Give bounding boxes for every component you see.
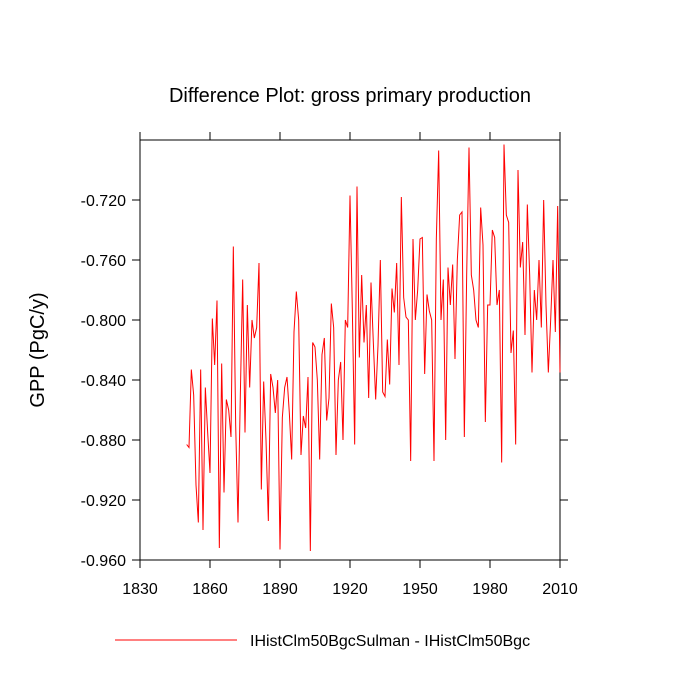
y-tick-label: -0.840 <box>81 373 126 390</box>
y-tick-label: -0.920 <box>81 493 126 510</box>
x-tick-label: 2010 <box>542 581 578 598</box>
x-tick-label: 1920 <box>332 581 368 598</box>
x-tick-label: 1860 <box>192 581 228 598</box>
y-axis-label: GPP (PgC/y) <box>27 292 49 407</box>
chart-title: Difference Plot: gross primary productio… <box>169 85 531 107</box>
data-line <box>186 144 561 552</box>
legend-label: IHistClm50BgcSulman - IHistClm50Bgc <box>250 633 530 650</box>
x-tick-label: 1830 <box>122 581 158 598</box>
y-tick-label: -0.880 <box>81 433 126 450</box>
x-tick-label: 1890 <box>262 581 298 598</box>
y-tick-label: -0.720 <box>81 193 126 210</box>
y-tick-label: -0.960 <box>81 553 126 570</box>
y-tick-label: -0.800 <box>81 313 126 330</box>
y-tick-label: -0.760 <box>81 253 126 270</box>
x-tick-label: 1950 <box>402 581 438 598</box>
x-tick-label: 1980 <box>472 581 508 598</box>
